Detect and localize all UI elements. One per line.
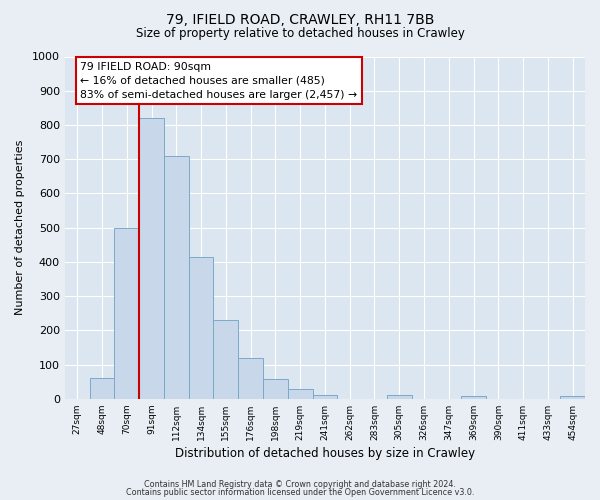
Text: Size of property relative to detached houses in Crawley: Size of property relative to detached ho… [136, 28, 464, 40]
Bar [313, 394, 337, 399]
Text: Contains public sector information licensed under the Open Government Licence v3: Contains public sector information licen… [126, 488, 474, 497]
Y-axis label: Number of detached properties: Number of detached properties [15, 140, 25, 316]
Bar [115, 228, 139, 399]
Bar [214, 320, 238, 399]
Bar [89, 378, 115, 399]
Bar [288, 388, 313, 399]
Text: 79 IFIELD ROAD: 90sqm
← 16% of detached houses are smaller (485)
83% of semi-det: 79 IFIELD ROAD: 90sqm ← 16% of detached … [80, 62, 358, 100]
Bar [461, 396, 486, 399]
Text: 79, IFIELD ROAD, CRAWLEY, RH11 7BB: 79, IFIELD ROAD, CRAWLEY, RH11 7BB [166, 12, 434, 26]
Bar [387, 394, 412, 399]
Bar [188, 257, 214, 399]
Bar [560, 396, 585, 399]
Bar [164, 156, 188, 399]
X-axis label: Distribution of detached houses by size in Crawley: Distribution of detached houses by size … [175, 447, 475, 460]
Bar [238, 358, 263, 399]
Bar [139, 118, 164, 399]
Text: Contains HM Land Registry data © Crown copyright and database right 2024.: Contains HM Land Registry data © Crown c… [144, 480, 456, 489]
Bar [263, 379, 288, 399]
